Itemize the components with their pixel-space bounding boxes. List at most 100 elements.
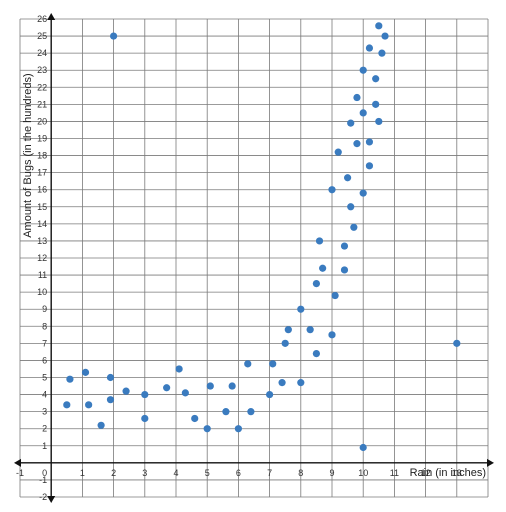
data-point <box>247 408 255 416</box>
y-tick-label: 4 <box>42 390 47 400</box>
x-tick-label: 7 <box>267 468 272 478</box>
x-tick-label: 11 <box>390 468 399 478</box>
data-point <box>63 401 71 409</box>
y-tick-label: 26 <box>37 14 47 24</box>
y-tick-label: 18 <box>37 151 47 161</box>
x-tick-label: 4 <box>173 468 178 478</box>
y-tick-label: 11 <box>38 270 47 280</box>
y-tick-label: 20 <box>37 116 47 126</box>
data-points <box>63 22 461 452</box>
data-point <box>359 443 367 452</box>
data-point <box>222 408 230 416</box>
x-axis-arrow-left <box>14 458 21 467</box>
x-tick-label: -1 <box>16 468 24 478</box>
data-point <box>344 174 352 182</box>
data-point <box>81 368 90 376</box>
data-point <box>297 305 305 313</box>
data-point <box>359 109 367 117</box>
y-tick-label: 5 <box>42 373 47 383</box>
data-point <box>203 425 211 433</box>
data-point <box>372 75 380 83</box>
data-point <box>334 148 342 156</box>
y-tick-label: 8 <box>42 321 47 331</box>
data-point <box>244 360 252 368</box>
data-point <box>175 365 183 373</box>
y-tick-label: 25 <box>37 31 47 41</box>
data-point <box>347 119 355 127</box>
data-point <box>365 138 374 146</box>
data-point <box>347 203 355 211</box>
data-point <box>319 264 327 272</box>
data-point <box>228 382 236 390</box>
y-tick-label: 23 <box>37 65 47 75</box>
x-tick-label: 3 <box>142 468 147 478</box>
data-point <box>331 291 339 300</box>
x-tick-label: 12 <box>421 468 431 478</box>
data-point <box>85 401 93 409</box>
x-axis-arrow-right <box>487 458 494 467</box>
data-point <box>181 389 189 397</box>
axes <box>14 13 494 503</box>
data-point <box>315 237 324 245</box>
y-tick-label: 15 <box>37 202 47 212</box>
data-point <box>375 22 383 30</box>
x-tick-label: 9 <box>329 468 334 478</box>
tick-labels: -1 1 2 3 4 5 6 7 8 9 10 11 12 13-2-112345678910111213… <box>16 14 462 502</box>
y-tick-label: 7 <box>42 338 47 348</box>
y-tick-label: -2 <box>39 492 47 502</box>
data-point <box>365 44 374 52</box>
x-tick-label: 13 <box>452 468 462 478</box>
y-tick-label: -1 <box>39 475 47 485</box>
x-tick-label: 10 <box>358 468 368 478</box>
x-tick-label: 8 <box>298 468 303 478</box>
x-tick-label: 5 <box>205 468 210 478</box>
data-point <box>312 280 320 288</box>
y-tick-label: 16 <box>37 185 47 195</box>
y-tick-label: 12 <box>37 253 47 263</box>
y-tick-label: 2 <box>42 424 47 434</box>
data-point <box>269 360 277 368</box>
data-point <box>106 396 115 404</box>
data-point <box>328 186 336 194</box>
data-point <box>359 189 367 197</box>
y-tick-label: 24 <box>37 48 47 58</box>
x-axis-label: Rain (in inches) <box>410 467 486 479</box>
y-tick-label: 3 <box>42 407 47 417</box>
data-point <box>375 117 383 126</box>
y-tick-label: 1 <box>42 441 47 451</box>
y-axis-arrow-down <box>47 496 56 503</box>
x-tick-label: 6 <box>236 468 241 478</box>
data-point <box>350 223 358 231</box>
data-point <box>206 382 214 390</box>
data-point <box>353 93 361 102</box>
x-tick-label: 1 <box>80 468 85 478</box>
y-tick-label: 9 <box>42 304 47 314</box>
data-point <box>372 100 380 108</box>
data-point <box>312 350 320 358</box>
data-point <box>328 331 336 339</box>
y-tick-label: 10 <box>37 287 47 297</box>
data-point <box>141 390 149 399</box>
y-tick-label: 21 <box>37 99 47 109</box>
data-point <box>284 326 292 334</box>
data-point <box>378 49 386 57</box>
data-point <box>359 66 367 74</box>
data-point <box>234 425 242 433</box>
grid-lines <box>19 18 489 498</box>
y-tick-label: 6 <box>42 355 47 365</box>
data-point <box>453 339 461 347</box>
data-point <box>266 390 274 399</box>
data-point <box>97 421 105 429</box>
x-tick-label: 2 <box>111 468 116 478</box>
data-point <box>66 375 74 383</box>
data-point <box>340 242 349 250</box>
y-axis-label: Amount of Bugs (in the hundreds) <box>22 73 34 237</box>
y-tick-label: 17 <box>37 168 47 178</box>
y-tick-label: 22 <box>37 82 47 92</box>
data-point <box>278 379 286 387</box>
data-point <box>353 140 361 148</box>
y-tick-label: 13 <box>37 236 47 246</box>
origin-label: 0 <box>42 468 47 478</box>
